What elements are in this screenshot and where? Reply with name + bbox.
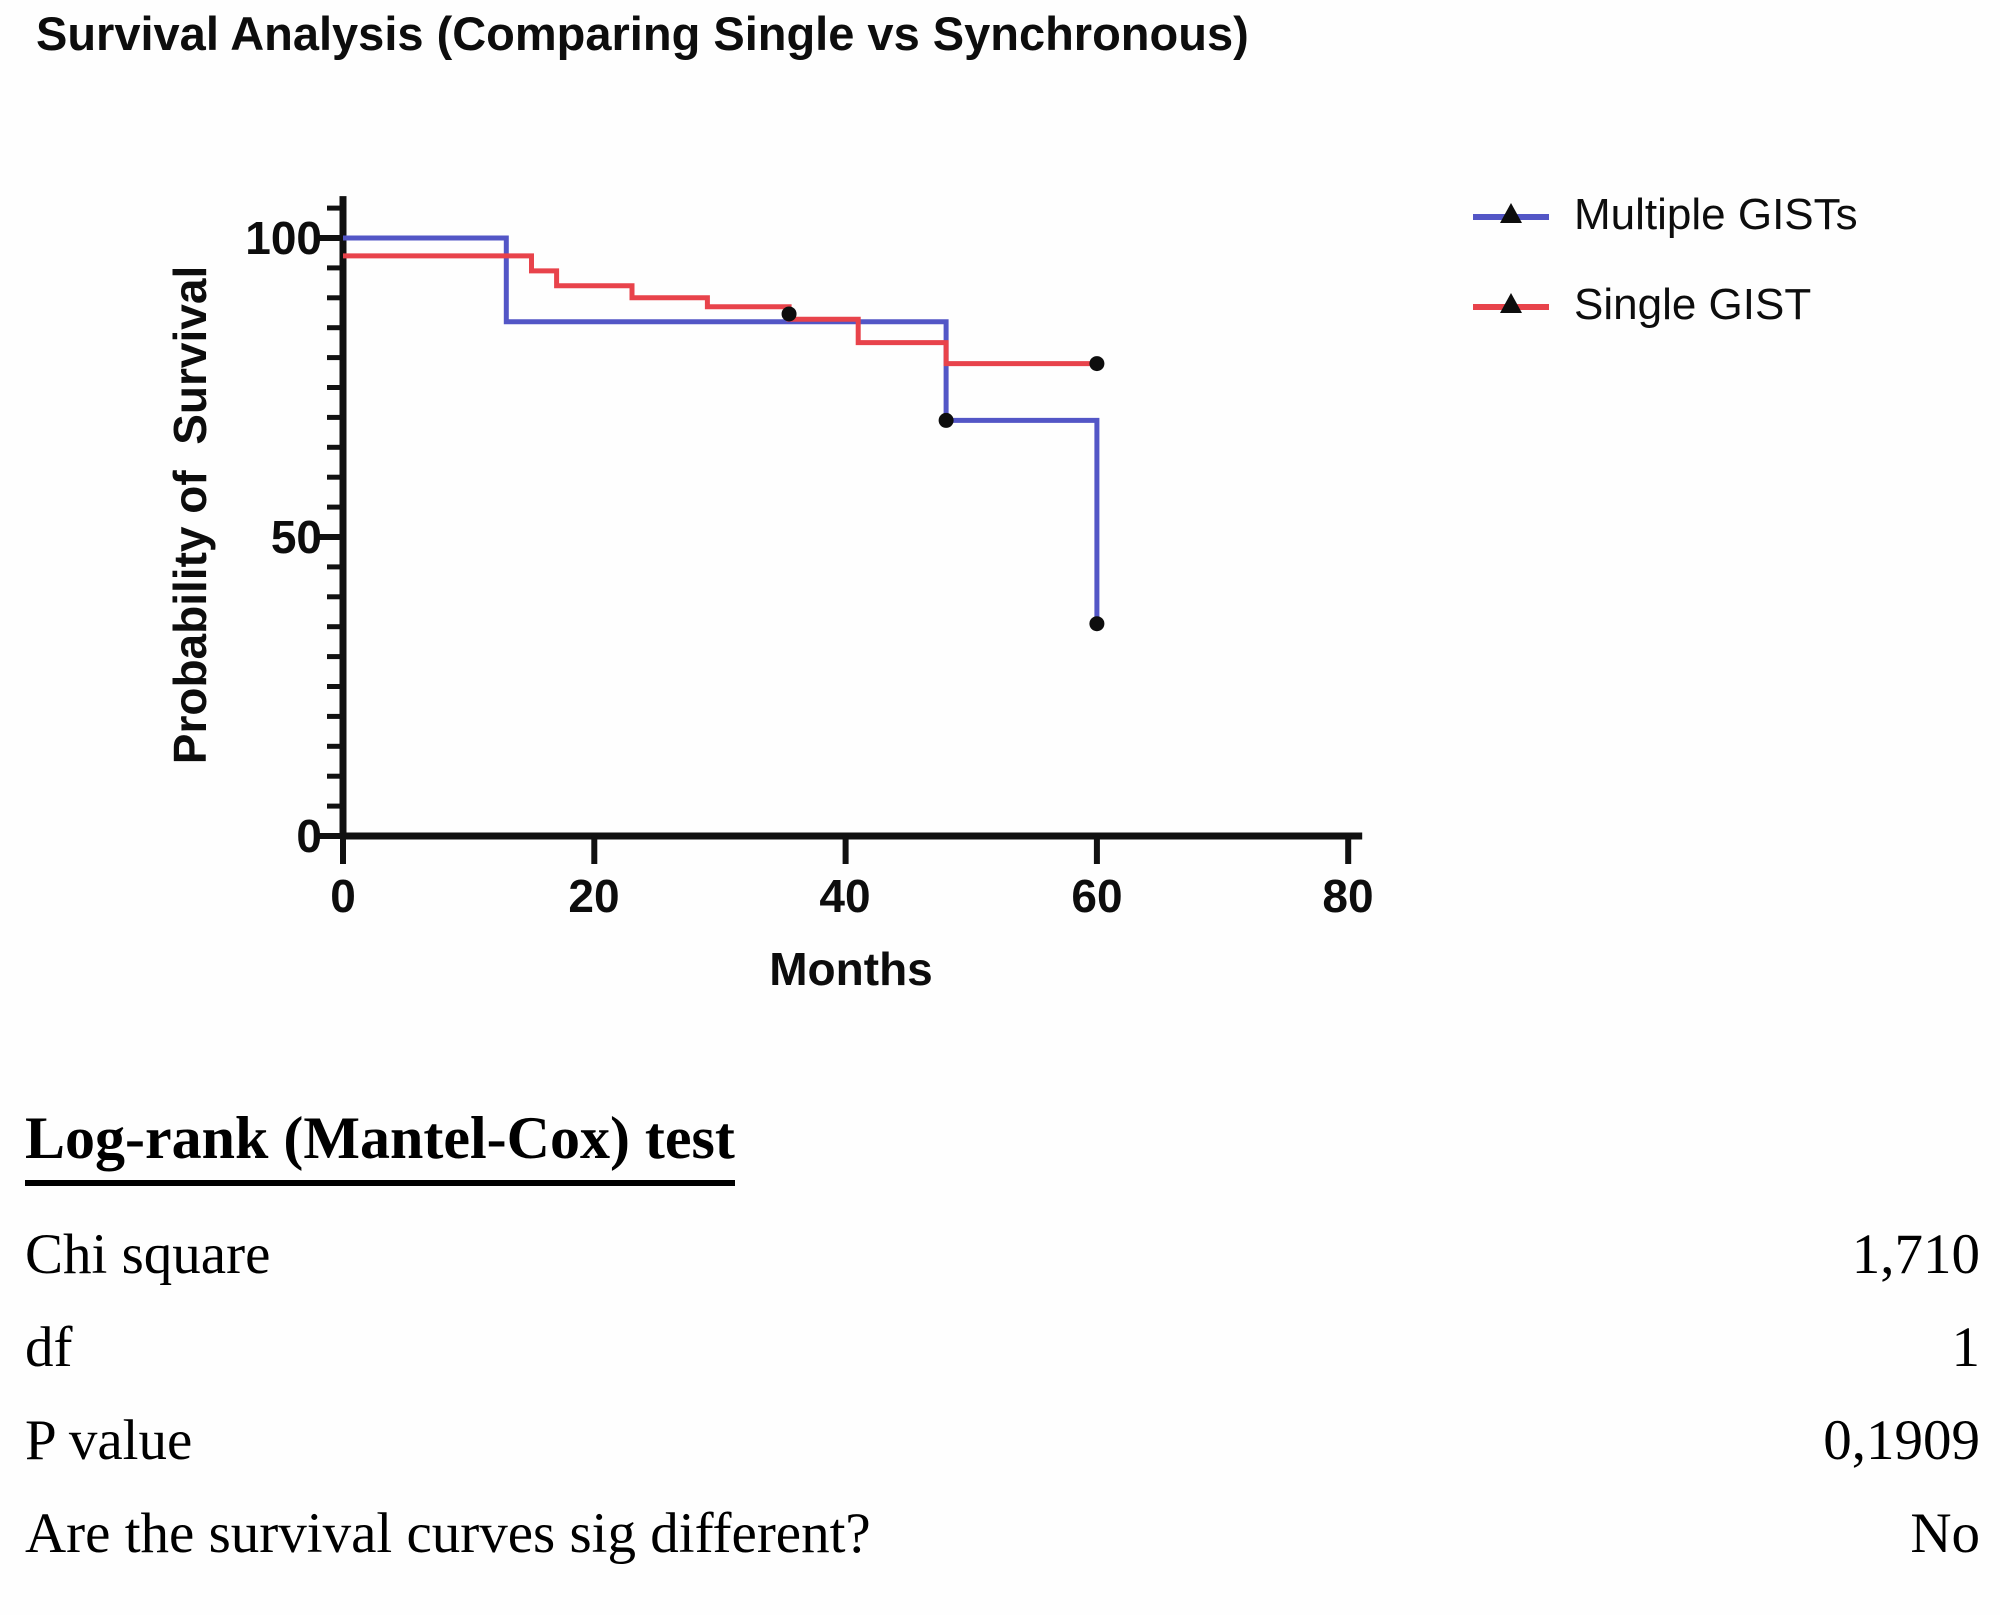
line-with-triangle-marker-icon <box>1473 293 1549 313</box>
sig-different-label: Are the survival curves sig different? <box>25 1502 871 1565</box>
stats-row-p-value: P value 0,1909 <box>25 1394 1980 1487</box>
legend-entry-multiple-gists: Multiple GISTs <box>1470 186 1858 244</box>
df-label: df <box>25 1316 73 1379</box>
stats-row-chi-square: Chi square 1,710 <box>25 1208 1980 1301</box>
line-with-triangle-marker-icon <box>1473 203 1549 223</box>
x-tick-label-80: 80 <box>1322 870 1374 922</box>
legend-label-multiple-gists: Multiple GISTs <box>1574 190 1858 239</box>
legend-label-single-gist: Single GIST <box>1574 280 1812 329</box>
x-axis-label: Months <box>769 943 933 995</box>
logrank-test-table: Log-rank (Mantel-Cox) test Chi square 1,… <box>25 1102 1980 1580</box>
x-tick-label-0: 0 <box>330 870 356 922</box>
x-tick-label-40: 40 <box>819 870 871 922</box>
df-value: 1 <box>1951 1316 1981 1379</box>
logrank-test-heading: Log-rank (Mantel-Cox) test <box>25 1102 735 1186</box>
legend: Multiple GISTs Single GIST <box>1470 186 1858 334</box>
p-value-value: 0,1909 <box>1823 1409 1980 1472</box>
chi-square-value: 1,710 <box>1851 1223 1980 1286</box>
y-tick-label-50: 50 <box>270 511 322 563</box>
chi-square-label: Chi square <box>25 1223 271 1286</box>
y-tick-label-0: 0 <box>296 810 322 862</box>
chart-title: Survival Analysis (Comparing Single vs S… <box>36 7 1249 60</box>
sig-different-value: No <box>1910 1502 1980 1565</box>
x-tick-label-20: 20 <box>568 870 620 922</box>
stats-row-df: df 1 <box>25 1301 1980 1394</box>
y-tick-label-100: 100 <box>245 212 322 264</box>
x-tick-label-60: 60 <box>1071 870 1123 922</box>
stats-row-sig-different: Are the survival curves sig different? N… <box>25 1487 1980 1580</box>
legend-entry-single-gist: Single GIST <box>1470 276 1858 334</box>
p-value-label: P value <box>25 1409 193 1472</box>
